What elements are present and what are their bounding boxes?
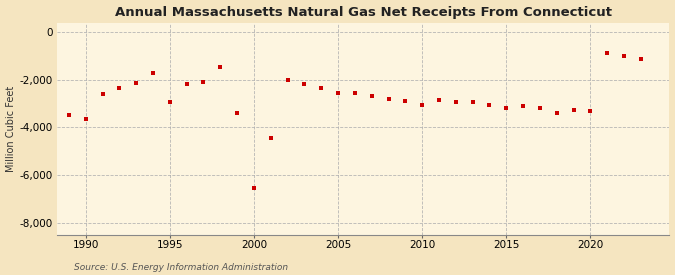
Point [333, 91, 344, 95]
Point [433, 98, 444, 102]
Point [602, 51, 613, 56]
Point [450, 100, 461, 104]
Point [400, 99, 411, 103]
Point [114, 86, 125, 90]
Title: Annual Massachusetts Natural Gas Net Receipts From Connecticut: Annual Massachusetts Natural Gas Net Rec… [115, 6, 612, 18]
Point [467, 100, 478, 104]
Point [585, 109, 596, 113]
Text: Source: U.S. Energy Information Administration: Source: U.S. Energy Information Administ… [74, 263, 288, 272]
Point [182, 82, 192, 87]
Point [316, 86, 327, 90]
Point [265, 136, 276, 140]
Point [97, 92, 108, 96]
Point [568, 107, 579, 112]
Point [383, 97, 394, 101]
Point [131, 81, 142, 86]
Point [198, 80, 209, 84]
Point [551, 111, 562, 115]
Point [215, 64, 225, 69]
Point [148, 70, 159, 75]
Point [367, 94, 377, 99]
Point [535, 106, 545, 111]
Point [484, 103, 495, 107]
Point [63, 113, 74, 118]
Point [165, 100, 176, 104]
Point [80, 117, 91, 121]
Point [416, 103, 427, 107]
Point [350, 91, 360, 95]
Point [635, 57, 646, 62]
Y-axis label: Million Cubic Feet: Million Cubic Feet [5, 86, 16, 172]
Point [232, 111, 242, 115]
Point [618, 54, 629, 58]
Point [518, 104, 529, 108]
Point [248, 186, 259, 190]
Point [299, 82, 310, 87]
Point [282, 78, 293, 82]
Point [501, 106, 512, 111]
